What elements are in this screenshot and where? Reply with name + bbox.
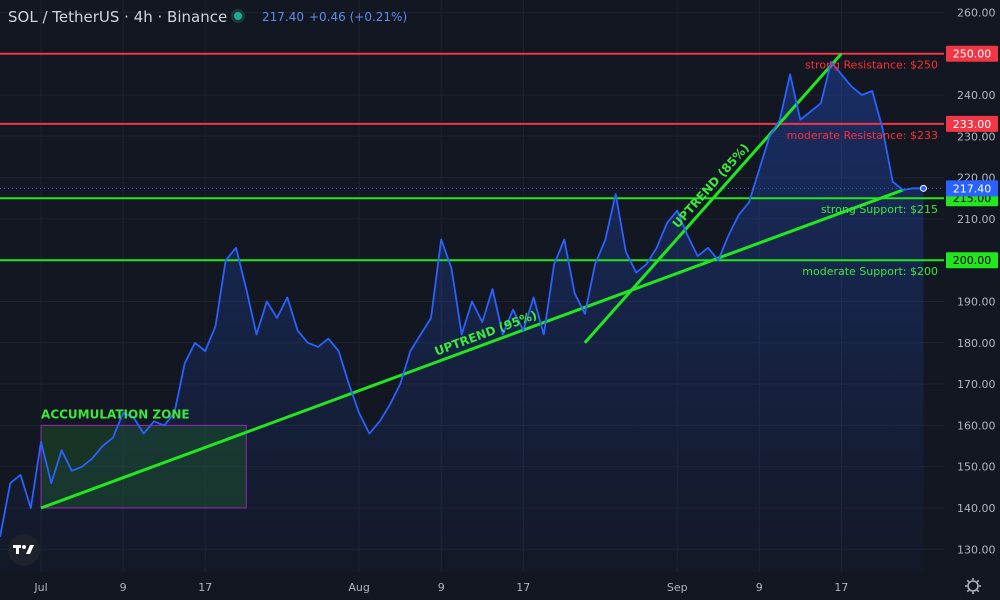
zone-label: ACCUMULATION ZONE <box>41 407 190 421</box>
level-label: moderate Support: $200 <box>802 265 938 278</box>
axis-badge-resistance <box>946 45 998 62</box>
last-price-point <box>919 184 927 192</box>
x-tick-label: 9 <box>120 581 127 594</box>
y-tick-label: 260.00 <box>957 6 996 19</box>
axis-badge-label: 200.00 <box>953 254 992 267</box>
y-tick-label: 190.00 <box>957 295 996 308</box>
y-tick-label: 140.00 <box>957 502 996 515</box>
y-tick-label: 130.00 <box>957 543 996 556</box>
symbol-title: SOL / TetherUS · 4h · Binance <box>8 8 227 26</box>
axis-badge-support <box>946 252 998 269</box>
y-tick-label: 180.00 <box>957 337 996 350</box>
market-status-indicator[interactable] <box>231 9 245 23</box>
trendline[interactable] <box>583 52 843 344</box>
tradingview-logo[interactable] <box>8 534 40 566</box>
x-tick-label: Sep <box>667 581 688 594</box>
current-price-badge <box>946 180 998 197</box>
x-tick-label: 9 <box>438 581 445 594</box>
price-change: +0.46 (+0.21%) <box>309 10 407 24</box>
y-tick-label: 240.00 <box>957 89 996 102</box>
y-tick-label: 160.00 <box>957 419 996 432</box>
x-tick-label: 17 <box>834 581 848 594</box>
status-dot-inner <box>234 12 242 20</box>
y-tick-label: 150.00 <box>957 461 996 474</box>
current-price-label: 217.40 <box>953 182 992 195</box>
tv-logo-icon <box>13 545 34 554</box>
price-area-fill <box>0 61 924 573</box>
y-tick-label: 230.00 <box>957 130 996 143</box>
level-label: strong Support: $215 <box>821 203 938 216</box>
last-price: 217.40 <box>262 10 304 24</box>
x-tick-label: Aug <box>348 581 369 594</box>
trendline[interactable] <box>40 188 904 510</box>
price-line[interactable] <box>0 61 924 538</box>
x-tick-label: 17 <box>198 581 212 594</box>
axis-badge-label: 250.00 <box>953 48 992 61</box>
x-tick-label: 17 <box>516 581 530 594</box>
level-label: strong Resistance: $250 <box>805 59 938 72</box>
level-label: moderate Resistance: $233 <box>786 129 938 142</box>
y-tick-label: 170.00 <box>957 378 996 391</box>
axis-badge-resistance <box>946 115 998 132</box>
x-tick-label: 9 <box>756 581 763 594</box>
logo-background <box>8 534 40 566</box>
x-tick-label: Jul <box>33 581 47 594</box>
y-tick-label: 210.00 <box>957 213 996 226</box>
axis-badge-label: 233.00 <box>953 118 992 131</box>
settings-gear-icon[interactable] <box>965 578 981 594</box>
